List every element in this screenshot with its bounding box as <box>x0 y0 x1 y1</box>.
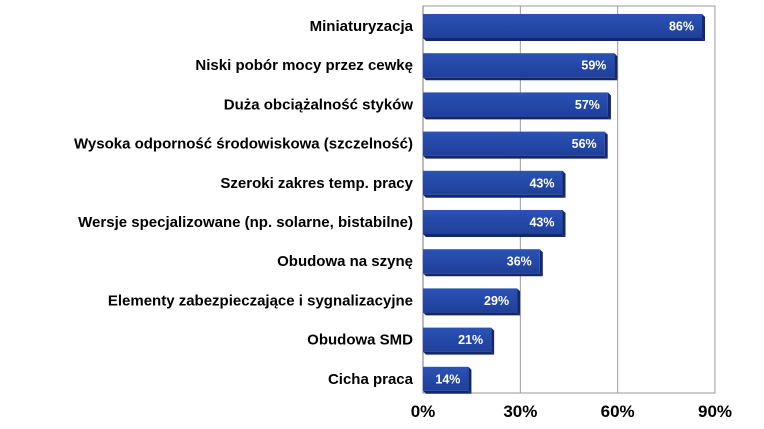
bar-data-label: 56% <box>572 137 597 151</box>
bar <box>423 14 703 38</box>
bar <box>423 131 605 156</box>
bar-data-label: 86% <box>669 20 694 34</box>
bar-data-label: 57% <box>575 98 600 112</box>
x-tick-label: 0% <box>411 402 436 421</box>
bar <box>423 249 540 274</box>
x-axis-tick-labels: 0% 30% 60% 90% <box>411 402 732 421</box>
x-tick-label: 30% <box>503 402 537 421</box>
bar-bottom <box>423 116 611 120</box>
bar <box>423 53 615 78</box>
bar <box>423 210 563 234</box>
category-label: Wysoka odporność środowiskowa (szczelnoś… <box>74 136 413 153</box>
bar-side <box>491 327 495 355</box>
category-label: Obudowa SMD <box>307 332 413 349</box>
bar-bottom <box>423 77 618 81</box>
bar-bottom <box>423 155 608 159</box>
bar <box>423 327 492 352</box>
x-tick-label: 60% <box>601 402 635 421</box>
bar-side <box>539 249 543 277</box>
bar-side <box>562 210 566 237</box>
bar-bottom <box>423 351 495 355</box>
bar-data-label: 59% <box>581 59 606 73</box>
bar-side <box>562 170 566 198</box>
bar <box>423 92 608 117</box>
bar-data-label: 21% <box>458 333 483 347</box>
bar-side <box>702 14 706 41</box>
bar-bottom <box>423 390 472 394</box>
bar-data-label: 43% <box>529 216 554 230</box>
category-label: Niski pobór mocy przez cewkę <box>195 57 413 74</box>
bar-bottom <box>423 194 566 198</box>
bar-side <box>517 288 521 316</box>
bar-bottom <box>423 234 566 237</box>
bar <box>423 170 563 195</box>
category-labels: Miniaturyzacja Niski pobór mocy przez cew… <box>74 18 414 388</box>
bar-bottom <box>423 273 543 277</box>
category-label: Miniaturyzacja <box>310 18 414 35</box>
bar-side <box>614 53 618 81</box>
bar-data-label: 14% <box>435 372 460 386</box>
bar-bottom <box>423 38 706 41</box>
category-label: Elementy zabezpieczające i sygnalizacyjn… <box>108 292 413 309</box>
category-label: Wersje specjalizowane (np. solarne, bist… <box>78 214 413 231</box>
bar <box>423 366 469 391</box>
bar <box>423 288 518 313</box>
category-label: Szeroki zakres temp. pracy <box>220 175 413 192</box>
bar-side <box>607 92 611 120</box>
category-label: Cicha praca <box>328 371 414 388</box>
bar-data-label: 36% <box>507 255 532 269</box>
bar-data-label: 29% <box>484 294 509 308</box>
x-tick-label: 90% <box>698 402 732 421</box>
bar-bottom <box>423 312 521 316</box>
bar-side <box>468 366 472 394</box>
category-label: Duża obciążalność styków <box>224 96 414 113</box>
category-label: Obudowa na szynę <box>277 253 413 270</box>
bar-data-label: 43% <box>529 176 554 190</box>
bar-side <box>604 131 608 159</box>
bars-layer: 86% 59% 57% 56% 43% 43% 36% 29% 21% 14% <box>423 14 706 394</box>
